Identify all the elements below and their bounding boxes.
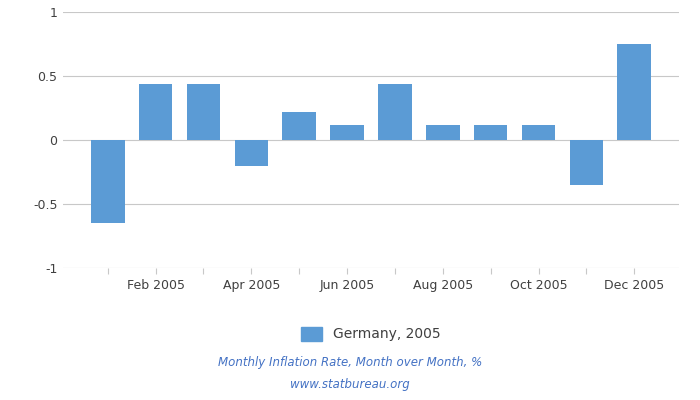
Bar [426,125,459,140]
Bar [522,125,555,140]
Legend: Germany, 2005: Germany, 2005 [295,321,447,347]
Bar [330,125,364,140]
Bar [617,44,651,140]
Text: Monthly Inflation Rate, Month over Month, %: Monthly Inflation Rate, Month over Month… [218,356,482,369]
Bar [91,140,125,223]
Text: www.statbureau.org: www.statbureau.org [290,378,410,391]
Bar [187,84,220,140]
Bar [570,140,603,185]
Bar [139,84,172,140]
Bar [378,84,412,140]
Bar [283,112,316,140]
Bar [234,140,268,166]
Bar [474,125,508,140]
